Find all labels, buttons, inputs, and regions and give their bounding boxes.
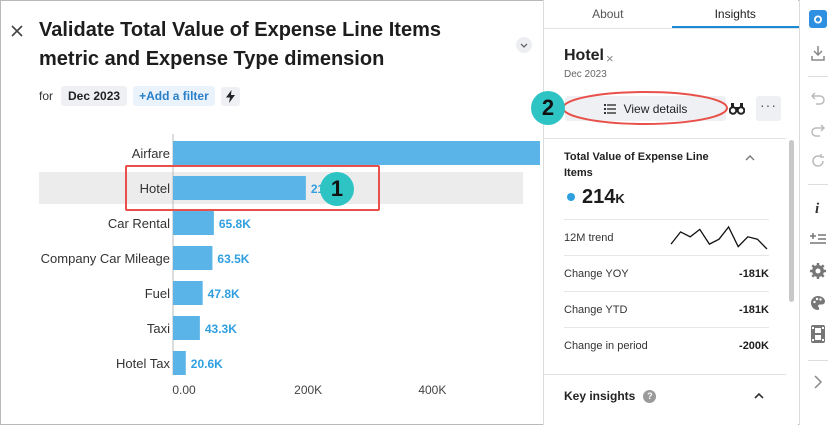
category-label: Car Rental bbox=[108, 216, 170, 231]
category-label: Fuel bbox=[145, 286, 170, 301]
metric-row: Change YOY -181K bbox=[564, 255, 769, 291]
metric-row-label: Change YTD bbox=[564, 303, 628, 316]
panel-header-title: Hotel bbox=[564, 47, 604, 64]
lightning-icon[interactable] bbox=[220, 86, 240, 106]
series-dot bbox=[567, 193, 575, 201]
bar[interactable] bbox=[173, 351, 186, 375]
trend-row: 12M trend bbox=[564, 219, 769, 255]
metric-row-value: -200K bbox=[739, 339, 769, 352]
metric-row-label: Change YOY bbox=[564, 267, 629, 280]
view-details-button[interactable]: View details bbox=[565, 96, 726, 121]
undo-icon[interactable] bbox=[809, 89, 827, 107]
data-label: 47.8K bbox=[208, 287, 240, 301]
filter-for-label: for bbox=[39, 89, 54, 103]
data-label: 43.3K bbox=[205, 322, 237, 336]
info-icon[interactable]: i bbox=[809, 198, 827, 216]
page-title: Validate Total Value of Expense Line Ite… bbox=[39, 19, 441, 70]
metric-value-unit: K bbox=[615, 191, 625, 206]
toolbar-divider bbox=[808, 76, 828, 77]
scrollbar-thumb[interactable] bbox=[789, 140, 794, 302]
tab-about[interactable]: About bbox=[592, 7, 624, 21]
side-toolbar: i bbox=[799, 0, 835, 425]
trend-sparkline bbox=[670, 225, 768, 249]
data-label: 20.6K bbox=[191, 357, 223, 371]
camera-icon[interactable] bbox=[809, 10, 827, 28]
callout-number-1: 1 bbox=[320, 172, 354, 206]
hotel-highlight-outline bbox=[125, 165, 380, 211]
data-label: 63.5K bbox=[217, 252, 249, 266]
metric-row: Change in period -200K bbox=[564, 327, 769, 363]
close-icon[interactable] bbox=[8, 22, 26, 40]
bar[interactable] bbox=[173, 246, 213, 270]
key-insights-label: Key insights bbox=[564, 389, 636, 403]
bar[interactable] bbox=[173, 281, 203, 305]
trend-label: 12M trend bbox=[564, 231, 614, 244]
help-icon[interactable]: ? bbox=[643, 389, 657, 403]
callout-number-2: 2 bbox=[531, 91, 565, 125]
more-options-button[interactable]: ··· bbox=[756, 96, 781, 121]
category-label: Hotel bbox=[140, 181, 170, 196]
metric-section: Total Value of Expense Line Items 214K 1… bbox=[544, 138, 786, 375]
view-details-label: View details bbox=[623, 101, 688, 116]
svg-text:i: i bbox=[815, 201, 820, 215]
panel-header-period: Dec 2023 bbox=[564, 69, 607, 80]
metric-row-value: -181K bbox=[739, 303, 769, 316]
settings-icon[interactable] bbox=[809, 262, 827, 280]
period-filter-chip[interactable]: Dec 2023 bbox=[61, 86, 128, 106]
chevron-down-icon[interactable] bbox=[516, 37, 532, 53]
panel-tabs: About Insights bbox=[544, 0, 799, 29]
category-label: Company Car Mileage bbox=[41, 251, 170, 266]
bar[interactable] bbox=[173, 141, 540, 165]
chevron-right-icon[interactable] bbox=[809, 373, 827, 391]
data-label: 65.8K bbox=[219, 217, 251, 231]
list-icon bbox=[603, 103, 616, 114]
metric-value-number: 214 bbox=[582, 186, 616, 208]
add-list-icon[interactable] bbox=[809, 230, 827, 248]
insights-panel: About Insights Hotel × Dec 2023 View det… bbox=[543, 0, 799, 425]
refresh-icon[interactable] bbox=[809, 152, 827, 170]
trend-line bbox=[670, 225, 768, 249]
view-details-highlight-outline bbox=[562, 91, 728, 125]
filter-bar: for Dec 2023 +Add a filter bbox=[39, 85, 240, 107]
bar[interactable] bbox=[173, 316, 200, 340]
key-insights-header[interactable]: Key insights ? bbox=[564, 389, 657, 403]
remove-selection-icon[interactable]: × bbox=[606, 51, 614, 66]
add-filter-button[interactable]: +Add a filter bbox=[133, 86, 215, 106]
category-label: Hotel Tax bbox=[116, 356, 170, 371]
film-icon[interactable] bbox=[809, 325, 827, 343]
x-tick-label: 400K bbox=[418, 383, 446, 397]
toolbar-divider bbox=[808, 360, 828, 361]
redo-icon[interactable] bbox=[809, 121, 827, 139]
bar-chart: Airfare686KHotel214KCar Rental65.8KCompa… bbox=[39, 134, 540, 397]
chevron-up-icon[interactable] bbox=[744, 154, 756, 162]
category-label: Airfare bbox=[132, 146, 170, 161]
metric-row-value: -181K bbox=[739, 267, 769, 280]
metric-row: Change YTD -181K bbox=[564, 291, 769, 327]
chevron-up-icon[interactable] bbox=[753, 392, 765, 400]
category-label: Taxi bbox=[147, 321, 170, 336]
metric-title: Total Value of Expense Line Items bbox=[564, 151, 709, 179]
palette-icon[interactable] bbox=[809, 294, 827, 312]
bar[interactable] bbox=[173, 211, 214, 235]
binoculars-icon[interactable] bbox=[727, 98, 747, 118]
x-tick-label: 0.00 bbox=[172, 383, 196, 397]
bar[interactable] bbox=[173, 176, 306, 200]
x-tick-label: 200K bbox=[294, 383, 322, 397]
tab-insights[interactable]: Insights bbox=[671, 0, 799, 28]
metric-row-label: Change in period bbox=[564, 339, 648, 352]
metric-value: 214K bbox=[582, 186, 625, 209]
toolbar-divider bbox=[808, 184, 828, 185]
download-icon[interactable] bbox=[809, 44, 827, 62]
